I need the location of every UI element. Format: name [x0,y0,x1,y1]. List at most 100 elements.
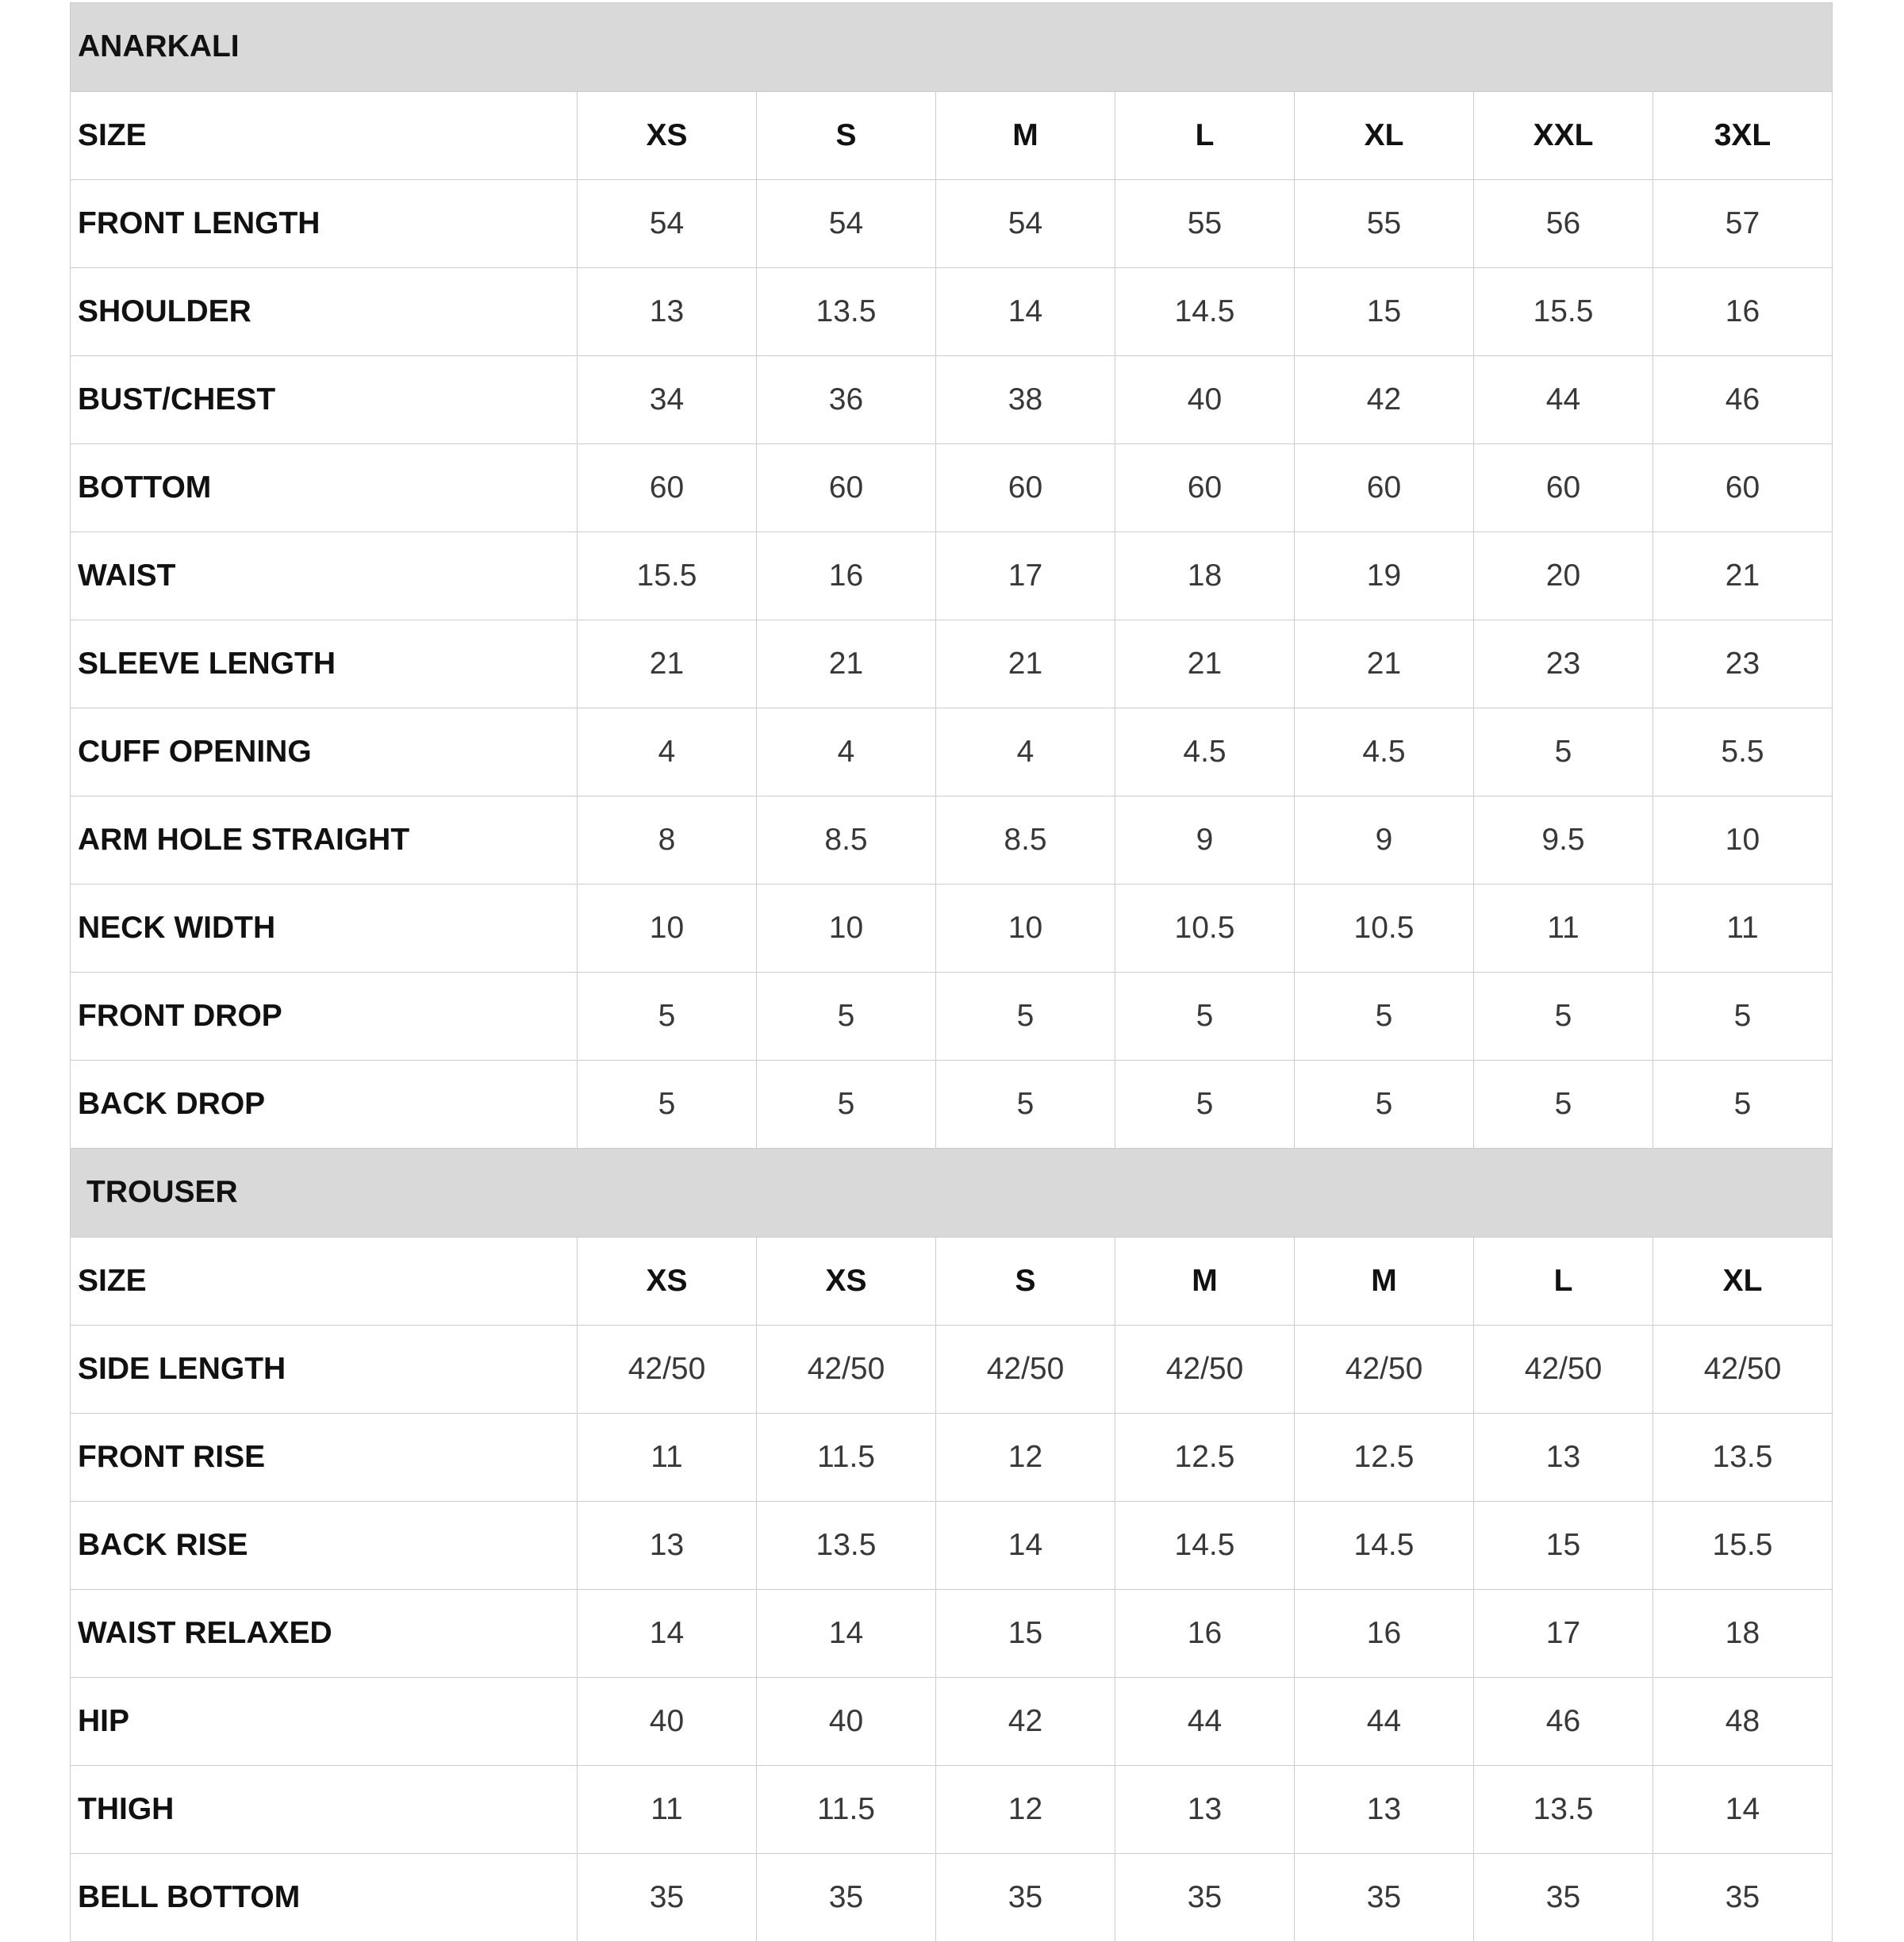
value-cell: 8.5 [756,796,936,885]
value-cell: 10 [756,884,936,973]
value-cell: 4 [935,708,1115,796]
row-label-cell: HIP [70,1677,578,1766]
value-cell: 48 [1653,1677,1833,1766]
value-cell: 15 [1473,1501,1653,1590]
value-cell: 14 [577,1589,757,1678]
row-label-cell: BOTTOM [70,443,578,532]
value-cell: 9 [1115,796,1295,885]
value-cell: 36 [756,355,936,444]
value-cell: 5 [577,972,757,1061]
value-cell: 11.5 [756,1413,936,1502]
size-header-cell: XS [577,1237,757,1326]
size-row-label: SIZE [70,1237,578,1326]
value-cell: 15.5 [577,532,757,620]
row-label-cell: SHOULDER [70,267,578,356]
value-cell: 56 [1473,179,1653,268]
row-label-cell: SLEEVE LENGTH [70,620,578,708]
value-cell: 9.5 [1473,796,1653,885]
table-row-bell-bottom: BELL BOTTOM 35 35 35 35 35 35 35 [70,1853,1833,1942]
value-cell: 60 [935,443,1115,532]
row-label-cell: BACK RISE [70,1501,578,1590]
row-label-cell: ARM HOLE STRAIGHT [70,796,578,885]
value-cell: 13 [577,1501,757,1590]
row-label-cell: THIGH [70,1765,578,1854]
value-cell: 38 [935,355,1115,444]
value-cell: 10 [1653,796,1833,885]
row-label-cell: FRONT LENGTH [70,179,578,268]
size-header-cell: XS [756,1237,936,1326]
value-cell: 42/50 [935,1325,1115,1414]
value-cell: 13.5 [756,267,936,356]
value-cell: 16 [1294,1589,1474,1678]
value-cell: 13.5 [1473,1765,1653,1854]
value-cell: 11 [1653,884,1833,973]
value-cell: 5.5 [1653,708,1833,796]
size-chart: ANARKALI SIZE XS S M L XL XXL 3XL FRONT LENGTH 54 5… [70,2,1833,1942]
size-header-cell: L [1115,91,1295,180]
value-cell: 11 [1473,884,1653,973]
value-cell: 42/50 [577,1325,757,1414]
table-row-back-drop: BACK DROP 5 5 5 5 5 5 5 [70,1060,1833,1149]
table-row-bust-chest: BUST/CHEST 34 36 38 40 42 44 46 [70,355,1833,444]
table-row-bottom: BOTTOM 60 60 60 60 60 60 60 [70,443,1833,532]
value-cell: 19 [1294,532,1474,620]
size-header-cell: L [1473,1237,1653,1326]
row-label-cell: SIDE LENGTH [70,1325,578,1414]
value-cell: 35 [935,1853,1115,1942]
size-row-label: SIZE [70,91,578,180]
value-cell: 5 [1294,972,1474,1061]
value-cell: 16 [1115,1589,1295,1678]
value-cell: 54 [756,179,936,268]
row-label-cell: WAIST [70,532,578,620]
value-cell: 13 [1115,1765,1295,1854]
size-header-cell: M [1115,1237,1295,1326]
value-cell: 18 [1653,1589,1833,1678]
size-chart-table: ANARKALI SIZE XS S M L XL XXL 3XL FRONT LENGTH 54 5… [70,2,1833,1942]
table-row-shoulder: SHOULDER 13 13.5 14 14.5 15 15.5 16 [70,267,1833,356]
value-cell: 60 [1115,443,1295,532]
value-cell: 10 [935,884,1115,973]
value-cell: 42/50 [1653,1325,1833,1414]
value-cell: 60 [1473,443,1653,532]
value-cell: 44 [1473,355,1653,444]
value-cell: 15.5 [1473,267,1653,356]
value-cell: 15 [935,1589,1115,1678]
value-cell: 42/50 [1294,1325,1474,1414]
value-cell: 12.5 [1294,1413,1474,1502]
value-cell: 4.5 [1294,708,1474,796]
size-header-cell: S [935,1237,1115,1326]
value-cell: 14.5 [1115,1501,1295,1590]
value-cell: 14.5 [1294,1501,1474,1590]
value-cell: 44 [1115,1677,1295,1766]
value-cell: 60 [1653,443,1833,532]
value-cell: 5 [935,972,1115,1061]
row-label-cell: FRONT DROP [70,972,578,1061]
size-header-cell: XL [1294,91,1474,180]
size-header-row-trouser: SIZE XS XS S M M L XL [70,1237,1833,1326]
value-cell: 5 [1473,1060,1653,1149]
value-cell: 15 [1294,267,1474,356]
value-cell: 10 [577,884,757,973]
row-label-cell: WAIST RELAXED [70,1589,578,1678]
value-cell: 11 [577,1413,757,1502]
table-row-thigh: THIGH 11 11.5 12 13 13 13.5 14 [70,1765,1833,1854]
size-chart-body: ANARKALI SIZE XS S M L XL XXL 3XL FRONT LENGTH 54 5… [70,2,1833,1942]
value-cell: 40 [756,1677,936,1766]
value-cell: 42/50 [1115,1325,1295,1414]
value-cell: 11.5 [756,1765,936,1854]
table-row-front-length: FRONT LENGTH 54 54 54 55 55 56 57 [70,179,1833,268]
value-cell: 55 [1115,179,1295,268]
row-label-cell: BUST/CHEST [70,355,578,444]
value-cell: 4 [577,708,757,796]
size-header-cell: 3XL [1653,91,1833,180]
value-cell: 35 [1473,1853,1653,1942]
size-header-row-anarkali: SIZE XS S M L XL XXL 3XL [70,91,1833,180]
value-cell: 12.5 [1115,1413,1295,1502]
value-cell: 5 [577,1060,757,1149]
value-cell: 40 [1115,355,1295,444]
value-cell: 5 [756,972,936,1061]
value-cell: 35 [756,1853,936,1942]
section-title-anarkali: ANARKALI [70,2,1833,92]
value-cell: 23 [1473,620,1653,708]
value-cell: 14 [935,1501,1115,1590]
